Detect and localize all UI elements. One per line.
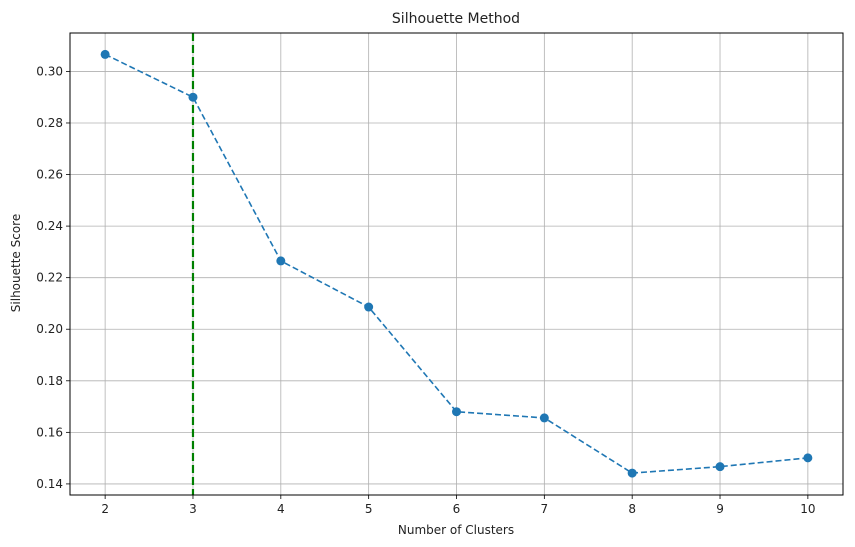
y-tick-label: 0.18: [36, 374, 63, 388]
data-point: [803, 453, 813, 463]
y-tick-label: 0.22: [36, 271, 63, 285]
x-tick-label: 6: [453, 502, 461, 516]
chart-title: Silhouette Method: [392, 11, 520, 27]
grid-group: [70, 33, 843, 495]
data-point: [627, 468, 637, 478]
x-tick-label: 10: [800, 502, 815, 516]
y-tick-label: 0.14: [36, 477, 63, 491]
data-point: [188, 92, 198, 102]
data-point: [539, 413, 549, 423]
x-tick-label: 7: [541, 502, 549, 516]
y-tick-label: 0.20: [36, 322, 63, 336]
y-tick-label: 0.28: [36, 116, 63, 130]
data-point: [715, 462, 725, 472]
x-tick-label: 9: [716, 502, 724, 516]
x-tick-label: 5: [365, 502, 373, 516]
y-tick-label: 0.16: [36, 425, 63, 439]
y-tick-label: 0.24: [36, 219, 63, 233]
axis-ticks-group: 2 3 4 5 6 7 8 9 10 0.14 0.16 0.18 0.20 0.22 0.24 0.26 0.…: [36, 64, 815, 516]
data-point: [276, 256, 286, 266]
x-axis-label: Number of Clusters: [398, 523, 514, 537]
y-tick-label: 0.26: [36, 168, 63, 182]
x-tick-label: 8: [628, 502, 636, 516]
x-tick-label: 3: [189, 502, 197, 516]
x-tick-label: 4: [277, 502, 285, 516]
data-point: [364, 302, 374, 312]
data-point: [100, 49, 110, 59]
series-line: [104, 53, 808, 474]
y-tick-label: 0.30: [36, 64, 63, 78]
y-axis-label: Silhouette Score: [9, 214, 23, 312]
series-group: [100, 49, 813, 478]
data-point: [452, 407, 461, 417]
x-tick-label: 2: [101, 502, 109, 516]
